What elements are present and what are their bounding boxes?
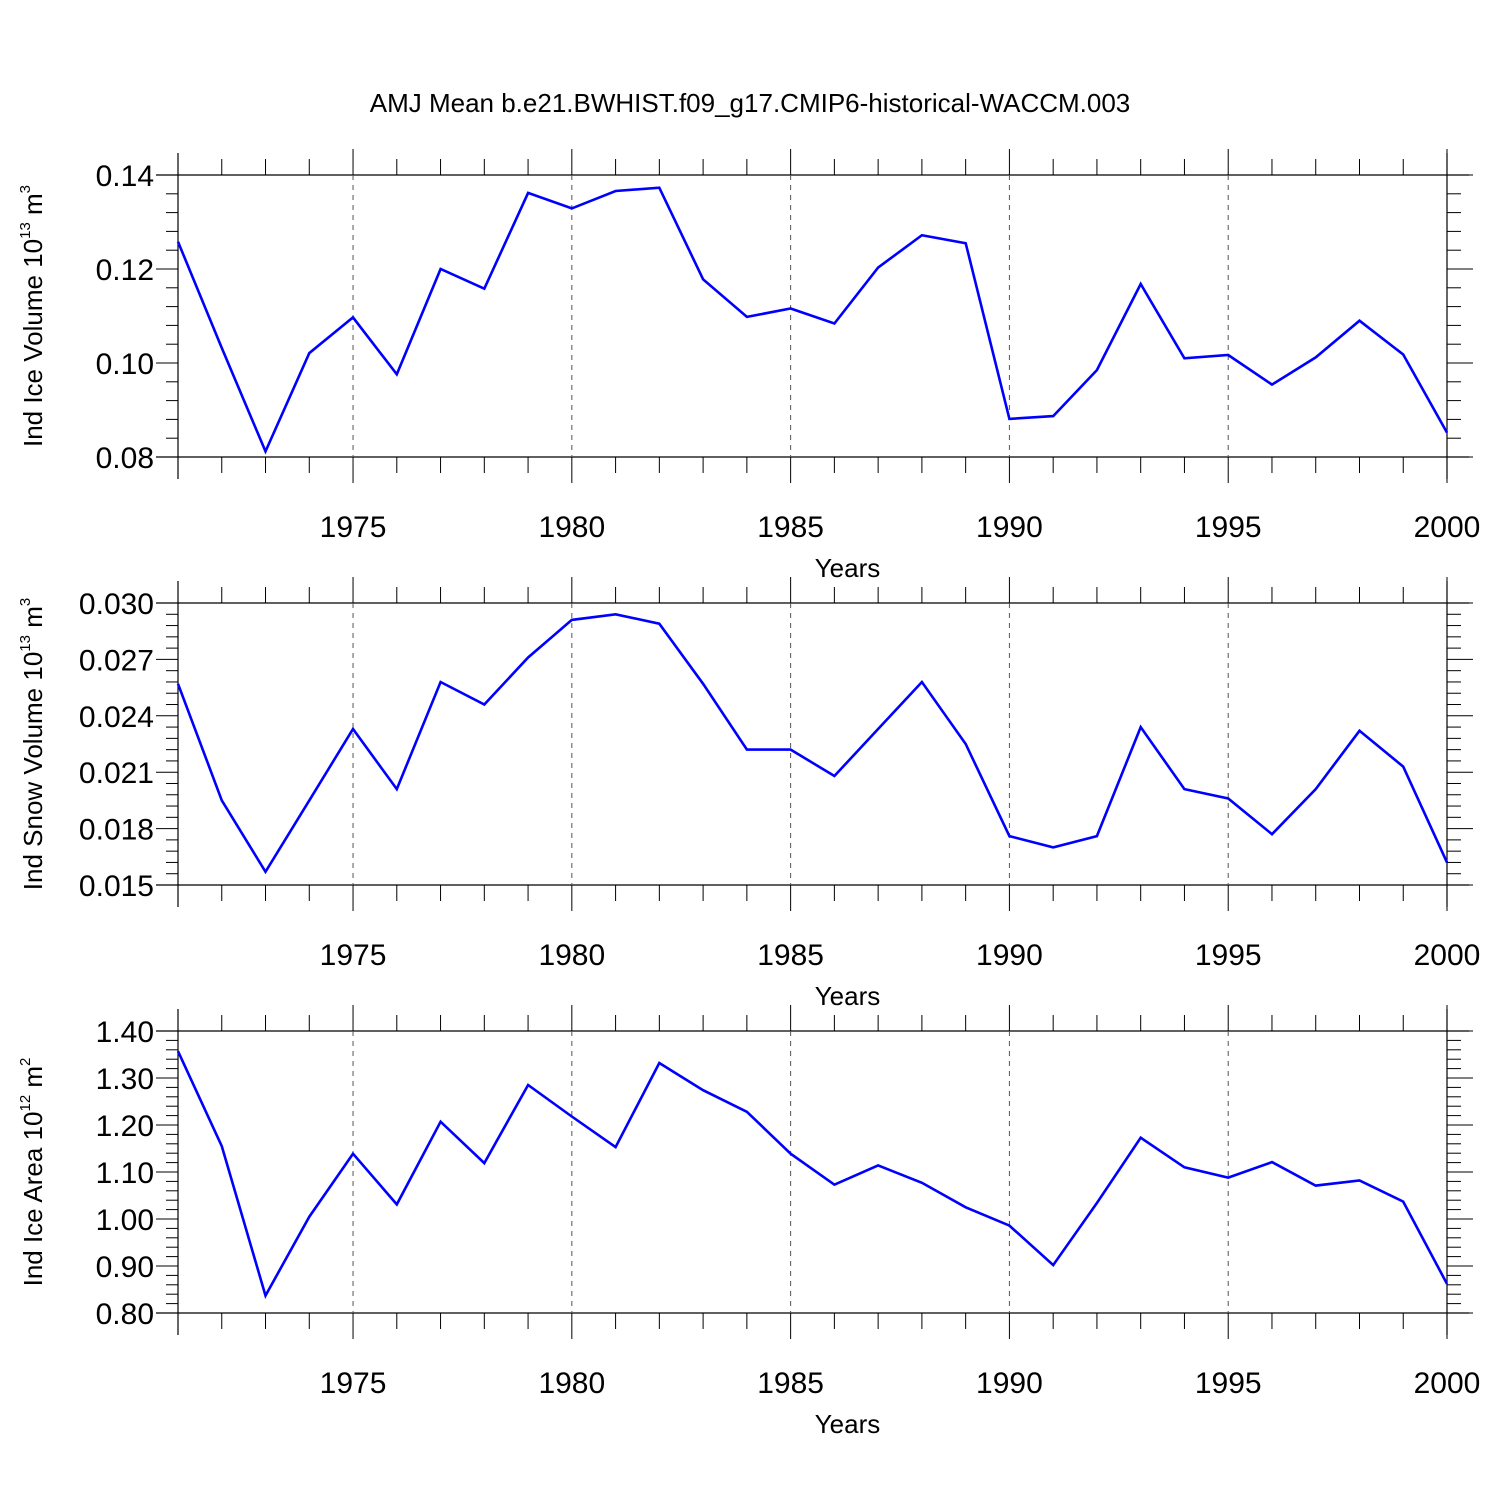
- y-tick-label: 1.30: [96, 1063, 154, 1096]
- y-tick-label: 0.12: [96, 254, 154, 287]
- x-tick-label: 1985: [757, 1367, 824, 1400]
- x-tick-label: 1990: [976, 1367, 1043, 1400]
- y-tick-label: 0.015: [79, 870, 154, 903]
- y-label-exponent: 13: [17, 635, 34, 652]
- y-label-unit: m: [18, 1066, 48, 1095]
- y-axis-label: Ind Ice Volume 1013 m3: [17, 185, 48, 447]
- chart-panel-1: 1975 1980 1985 1990 1995 2000 Years 0.08 0.10 0.1…: [17, 149, 1480, 583]
- x-axis-label: Years: [815, 1409, 881, 1439]
- y-tick-label: 0.018: [79, 814, 154, 847]
- x-tick-label: 1990: [976, 511, 1043, 544]
- x-tick-label: 1975: [320, 511, 387, 544]
- y-tick-label: 0.021: [79, 757, 154, 790]
- x-axis-label: Years: [815, 553, 881, 583]
- y-tick-label: 0.08: [96, 442, 154, 475]
- y-label-text: Ind Snow Volume 10: [18, 652, 48, 891]
- x-axis-label: Years: [815, 981, 881, 1011]
- x-tick-label: 1980: [538, 939, 605, 972]
- y-label-text: Ind Ice Area 10: [18, 1112, 48, 1287]
- y-label-unit-exponent: 3: [17, 185, 34, 193]
- y-tick-label: 0.10: [96, 348, 154, 381]
- x-tick-label: 1980: [538, 511, 605, 544]
- y-axis-label: Ind Snow Volume 1013 m3: [17, 598, 48, 890]
- y-tick-label: 0.80: [96, 1298, 154, 1331]
- x-tick-label: 1975: [320, 939, 387, 972]
- y-tick-label: 0.14: [96, 160, 154, 193]
- y-label-unit: m: [18, 193, 48, 222]
- y-axis-label: Ind Ice Area 1012 m2: [17, 1058, 48, 1287]
- y-label-unit: m: [18, 606, 48, 635]
- series-line: [176, 1050, 1449, 1299]
- x-tick-label: 1985: [757, 939, 824, 972]
- y-tick-label: 1.10: [96, 1157, 154, 1190]
- y-tick-label: 1.20: [96, 1110, 154, 1143]
- y-tick-label: 1.00: [96, 1204, 154, 1237]
- y-label-unit-exponent: 3: [17, 598, 34, 606]
- y-tick-label: 1.40: [96, 1016, 154, 1049]
- chart-panel-2: 1975 1980 1985 1990 1995 2000 Years 0.015 0.018 0…: [17, 577, 1480, 1011]
- panels: 1975 1980 1985 1990 1995 2000 Years 0.08 0.10 0.1…: [17, 149, 1480, 1439]
- y-label-unit-exponent: 2: [17, 1058, 34, 1066]
- y-label-text: Ind Ice Volume 10: [18, 239, 48, 447]
- x-tick-label: 2000: [1414, 511, 1481, 544]
- x-tick-label: 1975: [320, 1367, 387, 1400]
- y-tick-label: 0.030: [79, 588, 154, 621]
- x-tick-label: 1995: [1195, 939, 1262, 972]
- x-tick-label: 1980: [538, 1367, 605, 1400]
- series-line: [176, 186, 1449, 455]
- series-line: [176, 612, 1449, 875]
- chart-title: AMJ Mean b.e21.BWHIST.f09_g17.CMIP6-hist…: [370, 88, 1131, 118]
- y-tick-label: 0.027: [79, 644, 154, 677]
- x-tick-label: 1990: [976, 939, 1043, 972]
- y-label-exponent: 13: [17, 222, 34, 239]
- x-tick-label: 1985: [757, 511, 824, 544]
- chart-panel-3: 1975 1980 1985 1990 1995 2000 Years 0.80 0.90 1.0…: [17, 1005, 1480, 1439]
- x-tick-label: 2000: [1414, 939, 1481, 972]
- x-tick-label: 1995: [1195, 511, 1262, 544]
- x-tick-label: 1995: [1195, 1367, 1262, 1400]
- y-tick-label: 0.024: [79, 701, 154, 734]
- y-label-exponent: 12: [17, 1095, 34, 1112]
- x-tick-label: 2000: [1414, 1367, 1481, 1400]
- y-tick-label: 0.90: [96, 1251, 154, 1284]
